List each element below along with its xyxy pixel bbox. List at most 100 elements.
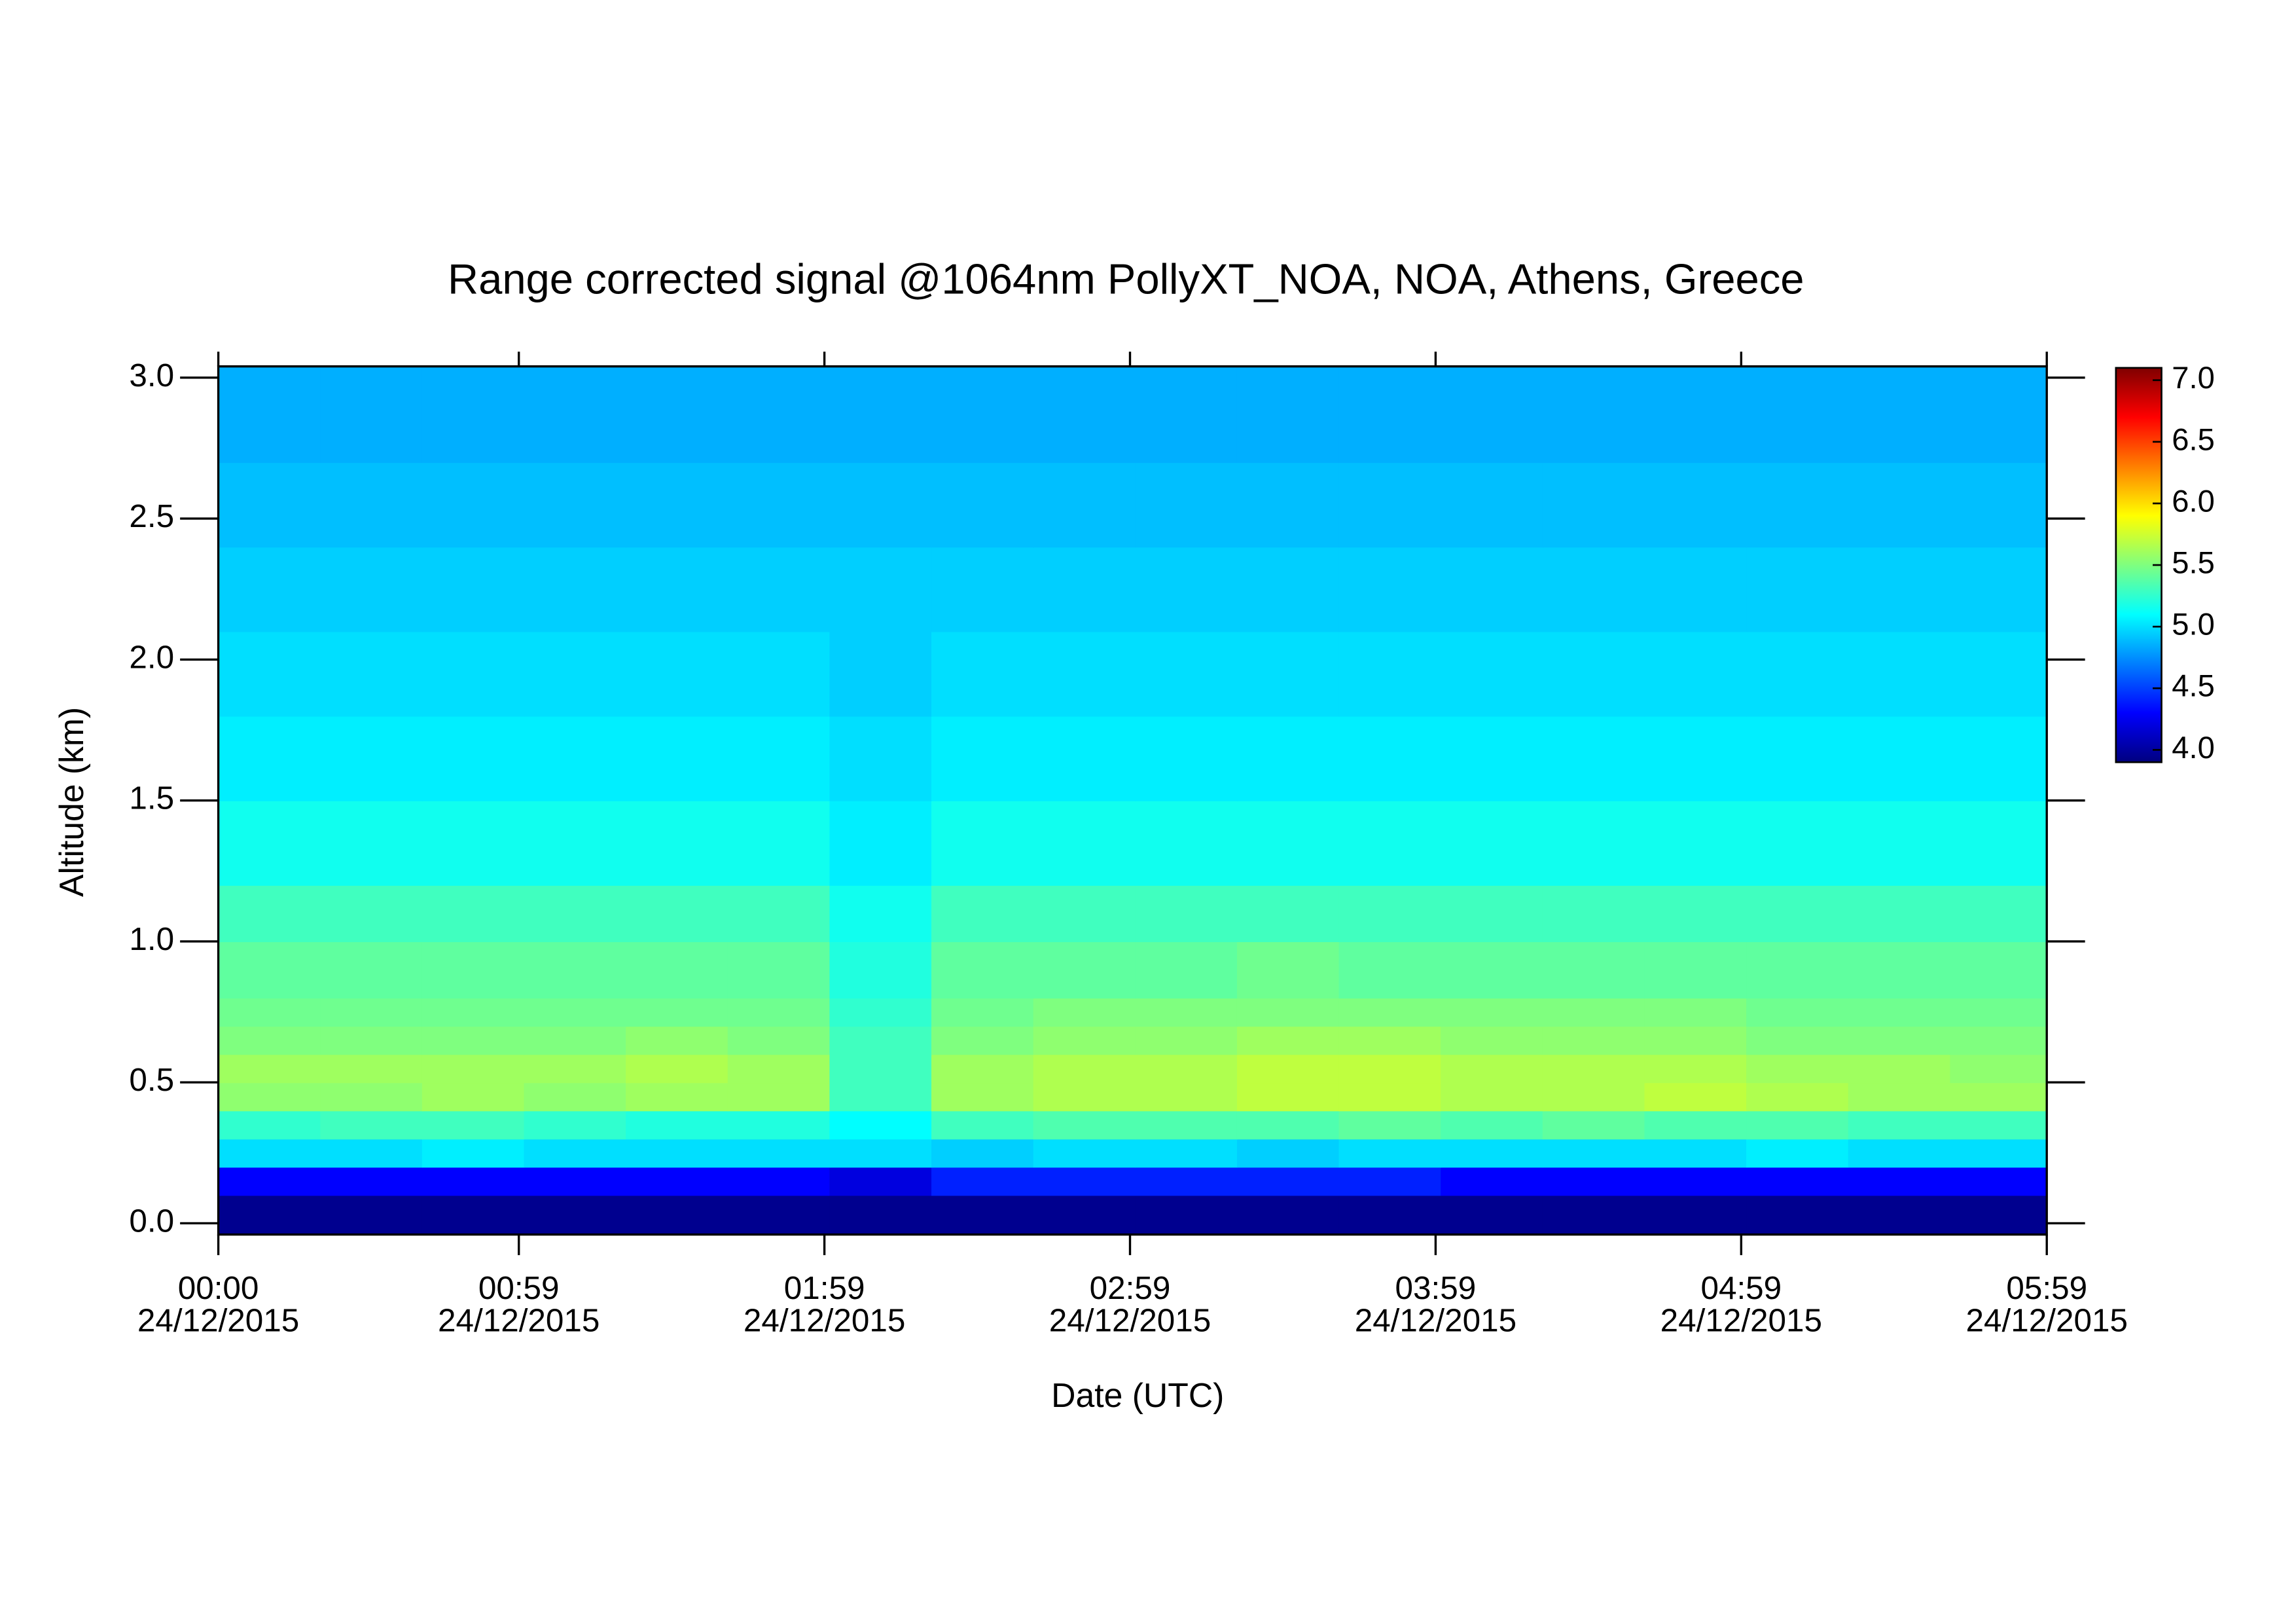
heat-cell xyxy=(218,1195,321,1235)
heat-cell xyxy=(422,998,525,1027)
heat-cell xyxy=(727,1026,831,1055)
heat-cell xyxy=(931,547,1034,632)
heat-cell xyxy=(829,1026,933,1055)
heat-cell xyxy=(727,716,831,801)
heat-cell xyxy=(1950,462,2048,548)
heat-cell xyxy=(626,716,728,801)
heat-cell xyxy=(1644,800,1748,886)
heat-cell xyxy=(1542,941,1645,999)
heat-cell xyxy=(931,1195,1034,1235)
heat-cell xyxy=(218,941,321,999)
heat-cell xyxy=(524,547,627,632)
x-tick-label: 05:59 xyxy=(2006,1270,2087,1306)
heat-cell xyxy=(1441,998,1543,1027)
heat-cell xyxy=(1441,1110,1543,1140)
heat-cell xyxy=(422,941,525,999)
x-tick-label: 00:00 xyxy=(178,1270,259,1306)
x-tick-label: 24/12/2015 xyxy=(1966,1303,2128,1339)
heat-cell xyxy=(829,884,933,943)
heat-cell xyxy=(218,1167,321,1196)
heat-cell xyxy=(1135,1139,1238,1168)
heat-cell xyxy=(1135,941,1238,999)
heat-cell xyxy=(1338,462,1442,548)
heat-cell xyxy=(1441,941,1543,999)
heat-cell xyxy=(1950,366,2048,464)
colorbar-tick-label: 4.0 xyxy=(2172,731,2215,765)
heat-cell xyxy=(320,1139,423,1168)
heat-cell xyxy=(1236,1195,1340,1235)
heat-cell xyxy=(524,462,627,548)
heat-cell xyxy=(422,884,525,943)
heat-cell xyxy=(626,1139,728,1168)
heat-cell xyxy=(218,1082,321,1112)
heat-cell xyxy=(422,1026,525,1055)
heat-cell xyxy=(1033,462,1136,548)
heat-cell xyxy=(727,941,831,999)
heat-cell xyxy=(626,1195,728,1235)
heat-cell xyxy=(727,1167,831,1196)
heat-cell xyxy=(1848,1167,1951,1196)
heat-cell xyxy=(422,800,525,886)
heat-cell xyxy=(931,1054,1034,1084)
heat-cell xyxy=(1135,1167,1238,1196)
heat-cell xyxy=(1135,462,1238,548)
heat-cell xyxy=(727,547,831,632)
heat-cell xyxy=(727,366,831,464)
heat-cell xyxy=(626,1026,728,1055)
heat-cell xyxy=(931,941,1034,999)
heat-cell xyxy=(218,462,321,548)
heat-cell xyxy=(1441,1139,1543,1168)
heat-cell xyxy=(1644,1167,1748,1196)
heat-cell xyxy=(829,462,933,548)
heat-cell xyxy=(524,1195,627,1235)
heat-cell xyxy=(1135,1195,1238,1235)
heat-cell xyxy=(1542,1167,1645,1196)
heat-cell xyxy=(1338,1167,1442,1196)
heat-cell xyxy=(320,1026,423,1055)
heat-cell xyxy=(1236,1167,1340,1196)
heat-cell xyxy=(524,1139,627,1168)
heat-cell xyxy=(524,1026,627,1055)
heat-cell xyxy=(1848,1110,1951,1140)
heat-cell xyxy=(1033,1167,1136,1196)
heat-cell xyxy=(1848,1139,1951,1168)
heat-cell xyxy=(1542,1026,1645,1055)
heat-cell xyxy=(1236,716,1340,801)
heat-cell xyxy=(524,998,627,1027)
heat-cell xyxy=(320,941,423,999)
heat-cell xyxy=(829,366,933,464)
heat-cell xyxy=(727,1082,831,1112)
heat-cell xyxy=(727,631,831,717)
heat-cell xyxy=(1542,1110,1645,1140)
heat-cell xyxy=(1542,366,1645,464)
heat-cell xyxy=(727,1054,831,1084)
heat-cell xyxy=(1236,547,1340,632)
heat-cell xyxy=(524,716,627,801)
heat-cell xyxy=(1236,998,1340,1027)
heat-cell xyxy=(524,1167,627,1196)
x-tick-label: 24/12/2015 xyxy=(1355,1303,1516,1339)
heat-cell xyxy=(1746,716,1849,801)
y-tick-label: 2.5 xyxy=(129,498,174,534)
heat-cell xyxy=(1441,547,1543,632)
heat-cell xyxy=(1033,1195,1136,1235)
heat-cell xyxy=(1236,1110,1340,1140)
heat-cell xyxy=(1950,1167,2048,1196)
heat-cell xyxy=(218,1054,321,1084)
heat-cell xyxy=(1542,1139,1645,1168)
heat-cell xyxy=(320,716,423,801)
x-tick-label: 24/12/2015 xyxy=(1660,1303,1822,1339)
colorbar-tick-label: 6.0 xyxy=(2172,484,2215,519)
heat-cell xyxy=(218,1026,321,1055)
heat-cell xyxy=(320,631,423,717)
heat-cell xyxy=(1746,1195,1849,1235)
heat-cell xyxy=(727,800,831,886)
heat-cell xyxy=(1848,1054,1951,1084)
y-tick-label: 0.0 xyxy=(129,1203,174,1239)
heat-cell xyxy=(931,1082,1034,1112)
heat-cell xyxy=(1033,1026,1136,1055)
colorbar-tick-label: 5.5 xyxy=(2172,546,2215,581)
heat-cell xyxy=(1236,1026,1340,1055)
heat-cell xyxy=(422,1110,525,1140)
